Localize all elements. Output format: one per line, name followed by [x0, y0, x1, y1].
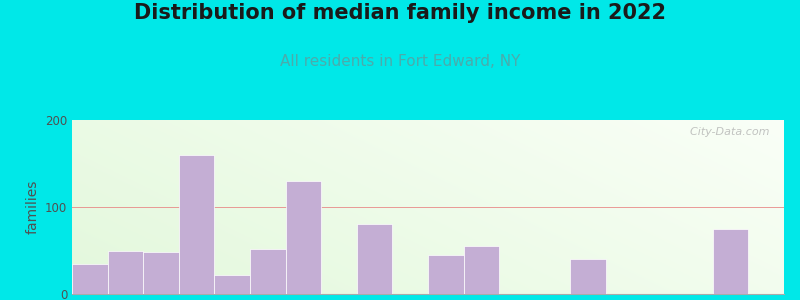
Bar [428, 255, 464, 294]
Bar [107, 250, 143, 294]
Bar [250, 249, 286, 294]
Bar [286, 181, 322, 294]
Bar [713, 229, 749, 294]
Text: All residents in Fort Edward, NY: All residents in Fort Edward, NY [280, 54, 520, 69]
Bar [464, 246, 499, 294]
Bar [214, 275, 250, 294]
Text: Distribution of median family income in 2022: Distribution of median family income in … [134, 3, 666, 23]
Bar [143, 252, 178, 294]
Bar [570, 259, 606, 294]
Bar [72, 263, 107, 294]
Text: City-Data.com: City-Data.com [683, 127, 770, 137]
Y-axis label: families: families [26, 180, 39, 234]
Bar [357, 224, 393, 294]
Bar [179, 155, 214, 294]
